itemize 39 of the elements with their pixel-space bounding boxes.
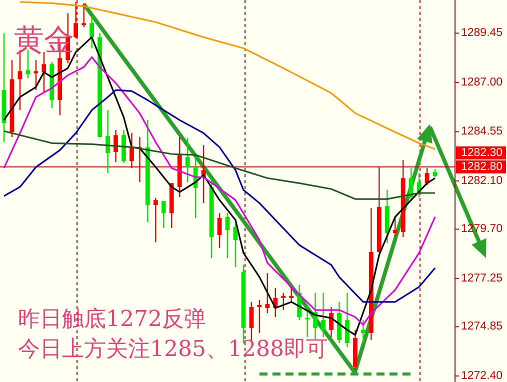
ref-line-label: 1282.80 xyxy=(461,160,503,173)
candlestick xyxy=(345,292,350,348)
candlestick xyxy=(114,129,118,163)
candlestick xyxy=(161,200,166,229)
candlestick xyxy=(257,299,262,334)
candlestick xyxy=(106,110,110,174)
y-tick-label: 1274.85 xyxy=(461,320,503,333)
candlestick xyxy=(74,1,78,39)
line-series xyxy=(3,130,436,200)
annotation: 今日上方关注1285、1288即可 xyxy=(18,337,328,362)
candlestick xyxy=(130,132,134,169)
y-tick-label: 1282.10 xyxy=(461,174,503,187)
candlestick xyxy=(392,216,398,238)
candlestick xyxy=(153,197,158,243)
candlestick xyxy=(82,2,86,28)
y-tick-label: 1284.55 xyxy=(461,126,503,138)
candlestick xyxy=(34,60,38,91)
line-series xyxy=(3,89,436,303)
candlestick xyxy=(321,292,326,338)
candlestick xyxy=(289,286,294,304)
candlestick xyxy=(361,319,366,344)
candlestick xyxy=(281,292,286,311)
y-tick-label: 1277.25 xyxy=(461,272,503,284)
candlestick xyxy=(408,167,414,201)
y-tick-label: 1287.00 xyxy=(461,76,503,88)
candlestick xyxy=(424,167,430,186)
candlestick xyxy=(313,292,318,341)
candlestick xyxy=(185,138,190,183)
candlestick xyxy=(305,304,310,338)
candlestick xyxy=(225,212,230,259)
candlestick xyxy=(329,306,334,338)
text: 1282.30 xyxy=(461,146,503,159)
y-tick-label: 1272.40 xyxy=(461,370,503,382)
candlestick xyxy=(265,272,270,314)
annotation: 昨日触底1272反弹 xyxy=(18,307,206,332)
candlestick xyxy=(217,212,222,248)
y-tick-label: 1289.45 xyxy=(461,27,503,40)
candlestick xyxy=(42,51,46,93)
candlestick xyxy=(90,16,94,49)
